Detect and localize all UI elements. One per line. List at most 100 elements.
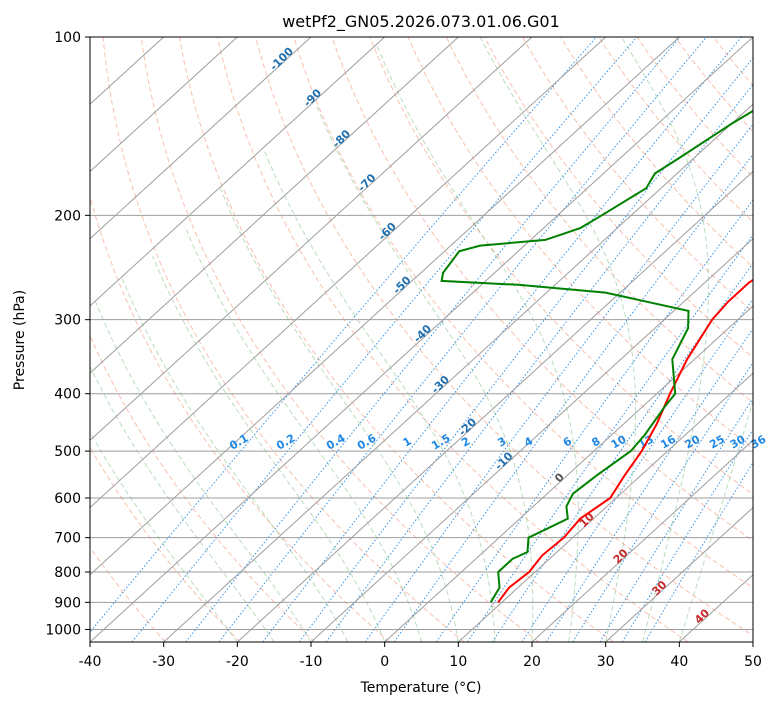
- mixing-ratio-line: [491, 262, 753, 642]
- x-tick-label: -20: [226, 654, 249, 670]
- mixing-ratio-line: [467, 233, 753, 642]
- isotherm: [90, 37, 753, 642]
- x-tick-label: 40: [670, 654, 688, 670]
- dry-adiabat-label: -40: [411, 322, 434, 345]
- moist-adiabat: [621, 37, 710, 642]
- isotherm: [384, 305, 753, 642]
- dry-adiabat: [178, 37, 614, 642]
- dry-adiabat-label: 40: [692, 606, 712, 626]
- dry-adiabat-label: -30: [429, 373, 452, 396]
- dry-adiabat: [483, 37, 753, 358]
- x-tick-label: -10: [300, 654, 323, 670]
- mixing-ratio-line: [262, 37, 742, 642]
- dry-adiabat: [217, 37, 689, 642]
- mixing-ratio-label: 30: [728, 432, 748, 451]
- mixing-ratio-label: 0.4: [324, 431, 348, 452]
- isotherm: [90, 37, 607, 509]
- dry-adiabat: [636, 37, 753, 178]
- isotherm: [90, 37, 312, 240]
- isotherm: [90, 37, 533, 442]
- y-tick-label: 100: [54, 30, 81, 46]
- mixing-ratio-line: [521, 298, 753, 642]
- mixing-ratio-line: [218, 37, 707, 642]
- moist-adiabat: [678, 398, 753, 642]
- x-tick-label: -30: [152, 654, 175, 670]
- moist-adiabat: [90, 365, 275, 642]
- dry-adiabat: [293, 37, 753, 589]
- y-axis: 100 200 300 400 500 600 700 800 900 1000: [45, 30, 90, 638]
- mixing-ratio-line: [545, 327, 753, 642]
- isotherm: [90, 37, 386, 307]
- moist-adiabat: [219, 188, 459, 642]
- mixing-ratio-label: 36: [748, 432, 768, 451]
- mixing-ratio-label: 0.1: [227, 432, 250, 453]
- isotherm: [531, 439, 753, 642]
- x-tick-label: 10: [449, 654, 467, 670]
- profile-line: [440, 109, 753, 603]
- profile-line: [497, 278, 753, 603]
- x-tick-label: -40: [79, 654, 102, 670]
- mixing-ratio-label: 16: [658, 432, 678, 451]
- mixing-ratio-line: [364, 123, 753, 642]
- x-tick-label: 50: [744, 654, 762, 670]
- moist-adiabat: [184, 225, 422, 642]
- mixing-ratio-label: 0.2: [274, 432, 297, 453]
- y-tick-label: 900: [54, 595, 81, 611]
- dry-adiabat: [255, 37, 753, 637]
- dry-adiabat: [140, 37, 540, 642]
- mixing-ratio-label: 6: [561, 434, 574, 449]
- dry-adiabat-label: -10: [492, 449, 515, 472]
- mixing-ratio-line: [298, 57, 753, 642]
- dry-adiabat-label: -100: [267, 44, 296, 73]
- dry-adiabat-label: -20: [456, 415, 479, 438]
- dry-adiabat-label: -80: [330, 127, 353, 150]
- dry-adiabat: [369, 37, 753, 495]
- isotherm: [90, 37, 459, 374]
- chart-title: wetPf2_GN05.2026.073.01.06.G01: [282, 12, 560, 32]
- moist-adiabat: [376, 44, 579, 642]
- dry-adiabat: [750, 37, 753, 40]
- y-tick-label: 800: [54, 565, 81, 581]
- plot-frame: [89, 36, 754, 643]
- x-tick-label: 0: [380, 654, 389, 670]
- y-tick-label: 1000: [45, 622, 81, 638]
- y-tick-label: 200: [54, 208, 81, 224]
- dry-adiabat-label: -90: [301, 86, 324, 109]
- dry-adiabat-label: 30: [649, 578, 669, 598]
- dry-adiabat: [712, 37, 753, 87]
- dry-adiabat: [90, 446, 241, 642]
- isotherm: [457, 372, 753, 642]
- isotherm: [605, 506, 753, 642]
- dry-adiabat: [598, 37, 753, 223]
- moist-adiabat: [479, 37, 636, 642]
- dry-adiabat-label: -70: [355, 171, 378, 194]
- x-axis: -40 -30 -20 -10 0 10 20 30 40 50: [79, 642, 762, 670]
- isotherm: [90, 37, 680, 576]
- dry-adiabat: [407, 37, 753, 449]
- mixing-ratio-line: [90, 37, 597, 633]
- dry-adiabat: [522, 37, 753, 313]
- y-tick-label: 300: [54, 313, 81, 329]
- isotherm: [236, 170, 753, 642]
- mixing-ratio-label: 1.5: [429, 432, 452, 453]
- moist-adiabat: [315, 104, 534, 642]
- y-tick-label: 600: [54, 491, 81, 507]
- dry-adiabat: [331, 37, 753, 542]
- moist-adiabat: [121, 278, 349, 642]
- mixing-ratio-line: [644, 461, 753, 642]
- mixing-ratio-label: 25: [707, 433, 727, 452]
- mixing-ratio-line: [393, 153, 753, 642]
- x-tick-label: 30: [597, 654, 615, 670]
- dry-adiabat: [90, 334, 316, 642]
- x-axis-label: Temperature (°C): [360, 680, 482, 696]
- moist-adiabat: [152, 256, 386, 642]
- y-axis-label: Pressure (hPa): [12, 290, 28, 390]
- x-tick-label: 20: [523, 654, 541, 670]
- moist-adiabat: [263, 150, 496, 642]
- dry-adiabat: [560, 37, 753, 268]
- dry-adiabat-label: 20: [611, 546, 631, 566]
- y-tick-label: 500: [54, 444, 81, 460]
- profile-lines: [440, 109, 753, 603]
- isotherm: [752, 641, 753, 642]
